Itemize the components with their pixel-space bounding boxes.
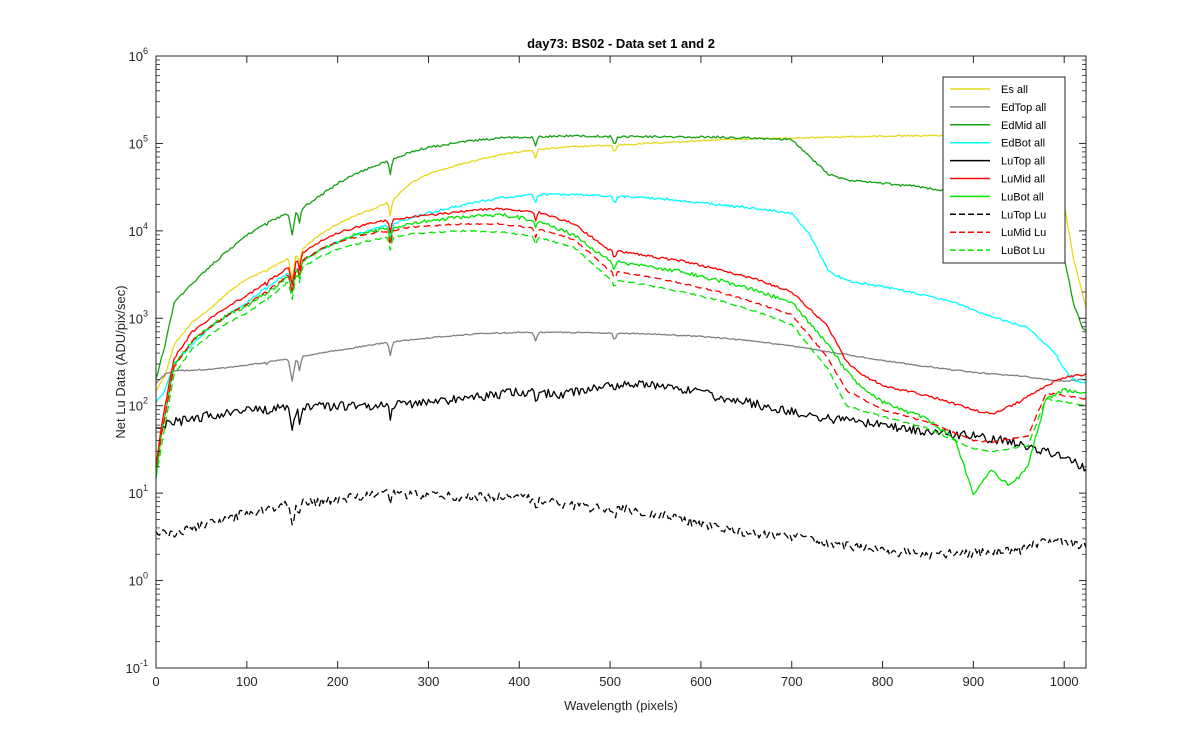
legend-label: EdBot all [1001,138,1045,150]
x-axis-ticks: 0 100 200 300 400 500 600 700 800 900 1000 [152,56,1079,689]
series-line [155,134,1087,392]
y-tick-label: 102 [129,396,148,414]
series-layer [155,134,1087,560]
y-tick-label: 100 [129,571,148,589]
series-line [155,222,1087,468]
y-tick-exponent: 3 [143,308,148,318]
x-tick-label: 300 [418,674,440,689]
y-tick-exponent: 6 [143,46,148,56]
y-tick-base: 10 [129,486,143,501]
y-tick-label: 105 [129,133,148,151]
y-tick-exponent: 1 [143,483,148,493]
x-tick-label: 500 [599,674,621,689]
x-tick-label: 200 [327,674,349,689]
y-tick-label: 104 [129,221,148,239]
legend-label: LuBot Lu [1001,245,1045,257]
legend-label: LuTop all [1001,156,1045,168]
y-tick-exponent: -1 [140,658,148,668]
y-tick-base: 10 [129,49,143,64]
y-tick-base: 10 [129,574,143,589]
x-tick-label: 700 [781,674,803,689]
legend-label: LuMid Lu [1001,227,1046,239]
legend-label: EdTop all [1001,102,1046,114]
y-tick-base: 10 [129,399,143,414]
x-tick-label: 900 [963,674,985,689]
x-tick-label: 0 [152,674,159,689]
y-tick-exponent: 2 [143,396,148,406]
plot-area [156,56,1086,668]
series-line [155,380,1087,472]
y-tick-base: 10 [126,661,140,676]
series-line [155,489,1087,560]
y-tick-exponent: 5 [143,133,148,143]
x-tick-label: 100 [236,674,258,689]
y-tick-label: 103 [129,308,148,326]
legend: Es all EdTop all EdMid all EdBot all LuTop a… [942,76,1066,264]
x-tick-label: 600 [690,674,712,689]
y-tick-base: 10 [129,311,143,326]
y-tick-exponent: 4 [143,221,148,231]
x-tick-label: 800 [872,674,894,689]
y-tick-base: 10 [129,136,143,151]
y-tick-exponent: 0 [143,571,148,581]
legend-label: LuMid all [1001,174,1045,186]
x-tick-label: 400 [508,674,530,689]
y-tick-base: 10 [129,224,143,239]
y-axis-label: Net Lu Data (ADU/pix/sec) [113,285,128,438]
y-tick-label: 101 [129,483,148,501]
x-tick-label: 1000 [1050,674,1079,689]
series-line [155,134,1087,379]
chart-title: day73: BS02 - Data set 1 and 2 [527,36,715,51]
legend-label: EdMid all [1001,120,1046,132]
axes-layer [155,55,1087,669]
axes-box [155,55,1087,669]
legend-label: LuTop Lu [1001,209,1046,221]
legend-label: Es all [1001,84,1028,96]
y-tick-label: 106 [129,46,148,64]
legend-items: Es all EdTop all EdMid all EdBot all LuTop a… [950,84,1046,257]
legend-label: LuBot all [1001,191,1044,203]
x-axis-label: Wavelength (pixels) [564,698,678,713]
y-tick-label: 10-1 [126,658,148,676]
series-line [155,207,1087,466]
series-line [155,331,1087,384]
series-line [155,229,1087,479]
